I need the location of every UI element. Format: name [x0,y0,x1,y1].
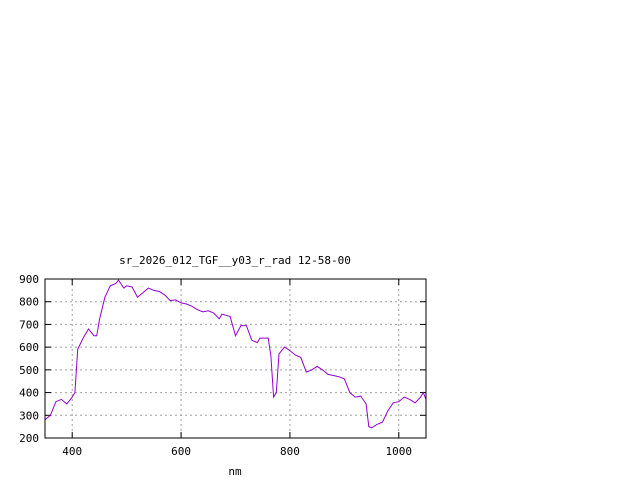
y-tick-label: 900 [19,273,39,286]
x-tick-label: 600 [171,445,191,458]
x-tick-label: 800 [280,445,300,458]
series-line [44,279,427,429]
grid [45,278,426,439]
y-tick-label: 200 [19,432,39,445]
y-tick-label: 300 [19,409,39,422]
x-tick-label: 400 [62,445,82,458]
plot-border [44,278,427,439]
y-tick-label: 500 [19,364,39,377]
y-tick-label: 600 [19,341,39,354]
x-axis-label: nm [228,465,242,478]
tick-labels: 400 600 800 1000 200 300 400 500 600 700 800 900 [19,273,412,458]
chart-title: sr_2026_012_TGF__y03_r_rad 12-58-00 [119,254,351,267]
y-tick-label: 700 [19,318,39,331]
y-tick-label: 800 [19,296,39,309]
y-tick-label: 400 [19,387,39,400]
x-tick-label: 1000 [386,445,413,458]
